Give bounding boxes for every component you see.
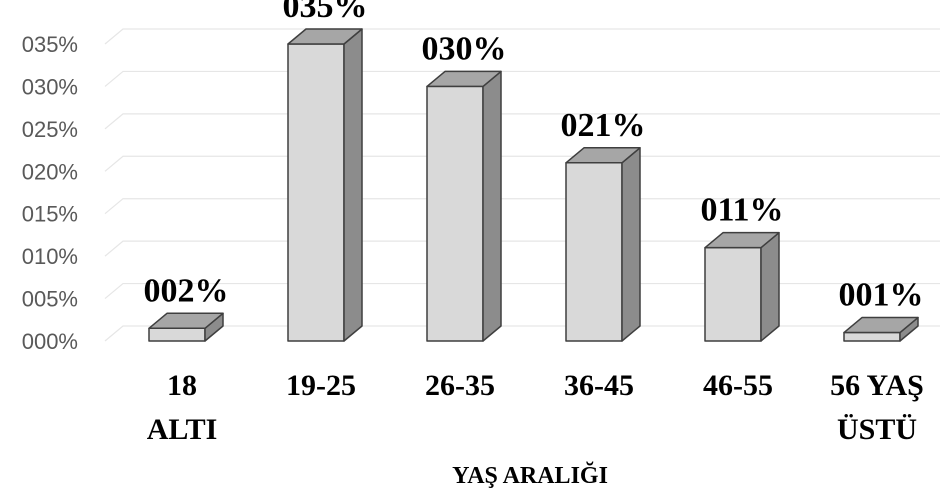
y-tick-label: 015% [22,202,78,227]
bar-top-face [148,312,224,330]
data-label: 030% [422,30,507,67]
data-labels: 002% 035% 030% 021% 011% 001% [144,0,924,314]
x-tick-label: 46-55 [703,369,773,402]
bar [843,316,919,342]
y-tick-label: 030% [22,74,78,99]
gridline [104,70,940,87]
gridline [104,155,940,172]
data-label: 002% [144,272,229,309]
x-tick-label: 18 ALTI [147,369,218,446]
x-tick-label: 26-35 [425,369,495,402]
bar-side-face [482,70,502,342]
bar-top-face [426,70,502,88]
bar-front-face [843,331,901,342]
data-label: 035% [283,0,368,25]
gridline [104,28,940,45]
y-tick-label: 010% [22,244,78,269]
bar-front-face [148,327,206,342]
y-axis-tick-labels: 000% 005% 010% 015% 020% 025% 030% 035% [22,32,78,354]
bar-front-face [565,162,623,342]
x-axis-title: YAŞ ARALIĞI [452,462,608,489]
bar-top-face [565,147,641,164]
y-tick-label: 000% [22,329,78,354]
y-tick-label: 035% [22,32,78,57]
data-label: 011% [700,192,783,229]
bar-side-face [343,28,363,342]
gridlines [104,28,940,342]
data-label: 001% [839,277,924,314]
y-tick-label: 005% [22,287,78,312]
gridline [104,198,940,215]
bar [287,28,363,342]
bar [704,231,780,342]
bar-top-face [287,28,363,45]
x-axis-tick-labels: 18 ALTI 19-25 26-35 36-45 46-55 56 YAŞ ÜSTÜ [147,369,924,446]
gridline [104,282,940,300]
bar [148,312,224,342]
x-tick-label: 19-25 [286,369,356,402]
bar [565,147,641,342]
bars [148,28,919,342]
x-tick-label: 36-45 [564,369,634,402]
bar [426,70,502,342]
bar-side-face [760,231,780,342]
x-tick-label: 56 YAŞ ÜSTÜ [830,369,924,446]
gridline [104,325,940,342]
y-tick-label: 020% [22,159,78,184]
gridline [104,113,940,130]
bar-top-face [704,231,780,249]
bar-top-face [843,316,919,334]
bar-side-face [621,147,641,342]
data-label: 021% [561,107,646,144]
bar-front-face [426,85,484,342]
y-tick-label: 025% [22,117,78,142]
bar-front-face [287,43,345,342]
gridline [104,240,940,257]
bar-front-face [704,246,762,342]
